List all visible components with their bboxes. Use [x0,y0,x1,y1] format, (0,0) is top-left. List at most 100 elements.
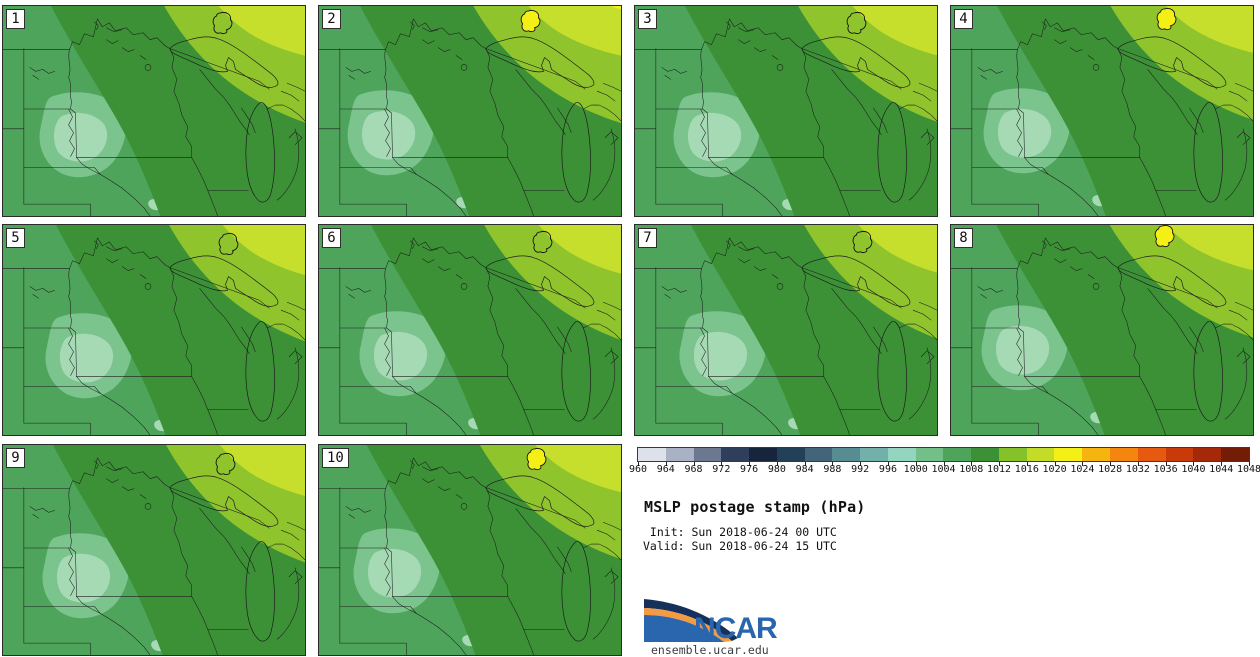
international-border [169,487,270,529]
international-border [801,267,902,309]
pressure-map [951,225,1253,435]
colorbar-tick [999,462,1001,466]
mississippi-border [169,267,218,435]
international-border [485,48,586,90]
colorbar-segment [1110,448,1138,461]
lake-michigan [561,102,591,203]
rivers-and-lakes [977,21,1095,157]
colorbar-tick [1137,462,1139,466]
wisconsin-michigan-border [515,288,551,333]
wisconsin-michigan-border [515,69,551,114]
stamp-panel-7: 7 [634,224,938,436]
colorbar-tick [971,462,973,466]
lake-nipigon [520,10,541,32]
colorbar-segments [638,448,1249,461]
valid-time: Valid: Sun 2018-06-24 15 UTC [643,539,837,553]
colorbar-segment [998,448,1027,461]
colorbar-tick [1165,462,1167,466]
mississippi-border [485,48,534,216]
mille-lacs-lake [776,283,784,290]
colorbar-tick-label: 1004 [931,464,956,475]
colorbar-tick-label: 1020 [1042,464,1067,475]
missouri-river-border [708,157,783,216]
state-borders [951,18,1253,216]
colorbar-tick [665,462,667,466]
state-borders [3,237,305,435]
wisconsin-michigan-border [831,288,867,333]
wisconsin-michigan-border [515,508,551,553]
pressure-contour-fills [3,445,305,655]
member-number: 2 [322,9,341,29]
state-borders [951,237,1253,435]
lower-michigan-shore [276,347,303,420]
lake-nipigon [852,231,873,253]
red-river-border [700,49,709,158]
member-number: 4 [954,9,973,29]
lower-michigan-shore [592,567,619,640]
lake-michigan [245,541,275,642]
pressure-map [635,225,937,435]
missouri-river-border [392,596,467,655]
colorbar-tick-label: 960 [628,464,648,475]
colorbar-segment [804,448,833,461]
pressure-contour-fills [3,225,305,435]
logo-swoosh-blue [644,615,724,642]
colorbar-segment [887,448,916,461]
lower-michigan-shore [276,128,303,201]
lake-nipigon [532,231,553,253]
pressure-contour-fills [319,445,621,655]
colorbar-segment [749,448,777,461]
colorbar-tick-label: 1016 [1014,464,1039,475]
colorbar-tick-label: 968 [684,464,703,475]
lake-superior [485,475,595,527]
lake-superior [169,36,279,88]
lake-nipigon [1156,8,1177,31]
colorbar-tick-label: 1000 [903,464,928,475]
stamp-panel-3: 3 [634,5,938,217]
mille-lacs-lake [460,64,468,71]
wisconsin-michigan-border [199,508,235,553]
red-river-border [1016,49,1025,158]
pressure-contour-fills [319,225,621,435]
mille-lacs-lake [144,64,152,71]
missouri-river-border [392,157,467,216]
colorbar-tick-label: 964 [656,464,675,475]
pressure-contour-fills [319,6,621,216]
pressure-contour-fills [951,6,1253,216]
rivers-and-lakes [661,21,779,157]
red-river-border [68,488,77,597]
wisconsin-michigan-border [831,69,867,114]
mississippi-border [169,48,218,216]
pressure-map [319,6,621,216]
colorbar-tick [943,462,945,466]
colorbar-tick [860,462,862,466]
rivers-and-lakes [345,460,463,596]
colorbar-segment [971,448,999,461]
colorbar-tick-label: 988 [823,464,842,475]
member-number: 3 [638,9,657,29]
colorbar-tick [1054,462,1056,466]
lake-michigan [1193,321,1223,422]
international-border [1117,48,1218,90]
lake-superior [169,475,279,527]
missouri-river-border [1024,376,1099,435]
member-number: 8 [954,228,973,248]
colorbar-tick [1110,462,1112,466]
colorbar-segment [1137,448,1166,461]
rivers-and-lakes [977,240,1095,376]
colorbar-segment [860,448,888,461]
mississippi-border [169,487,218,655]
colorbar-segment [1165,448,1194,461]
lake-superior [801,36,911,88]
colorbar-segment [1082,448,1111,461]
colorbar-tick-label: 1048 [1236,464,1260,475]
ncar-wordmark: NCAR [694,612,778,643]
wisconsin-michigan-border [199,69,235,114]
wisconsin-michigan-border [1147,288,1183,333]
lake-michigan [245,321,275,422]
colorbar-segment [943,448,972,461]
figure-title: MSLP postage stamp (hPa) [644,498,866,516]
stamp-panel-6: 6 [318,224,622,436]
lake-nipigon [526,448,547,471]
colorbar-tick [1193,462,1195,466]
